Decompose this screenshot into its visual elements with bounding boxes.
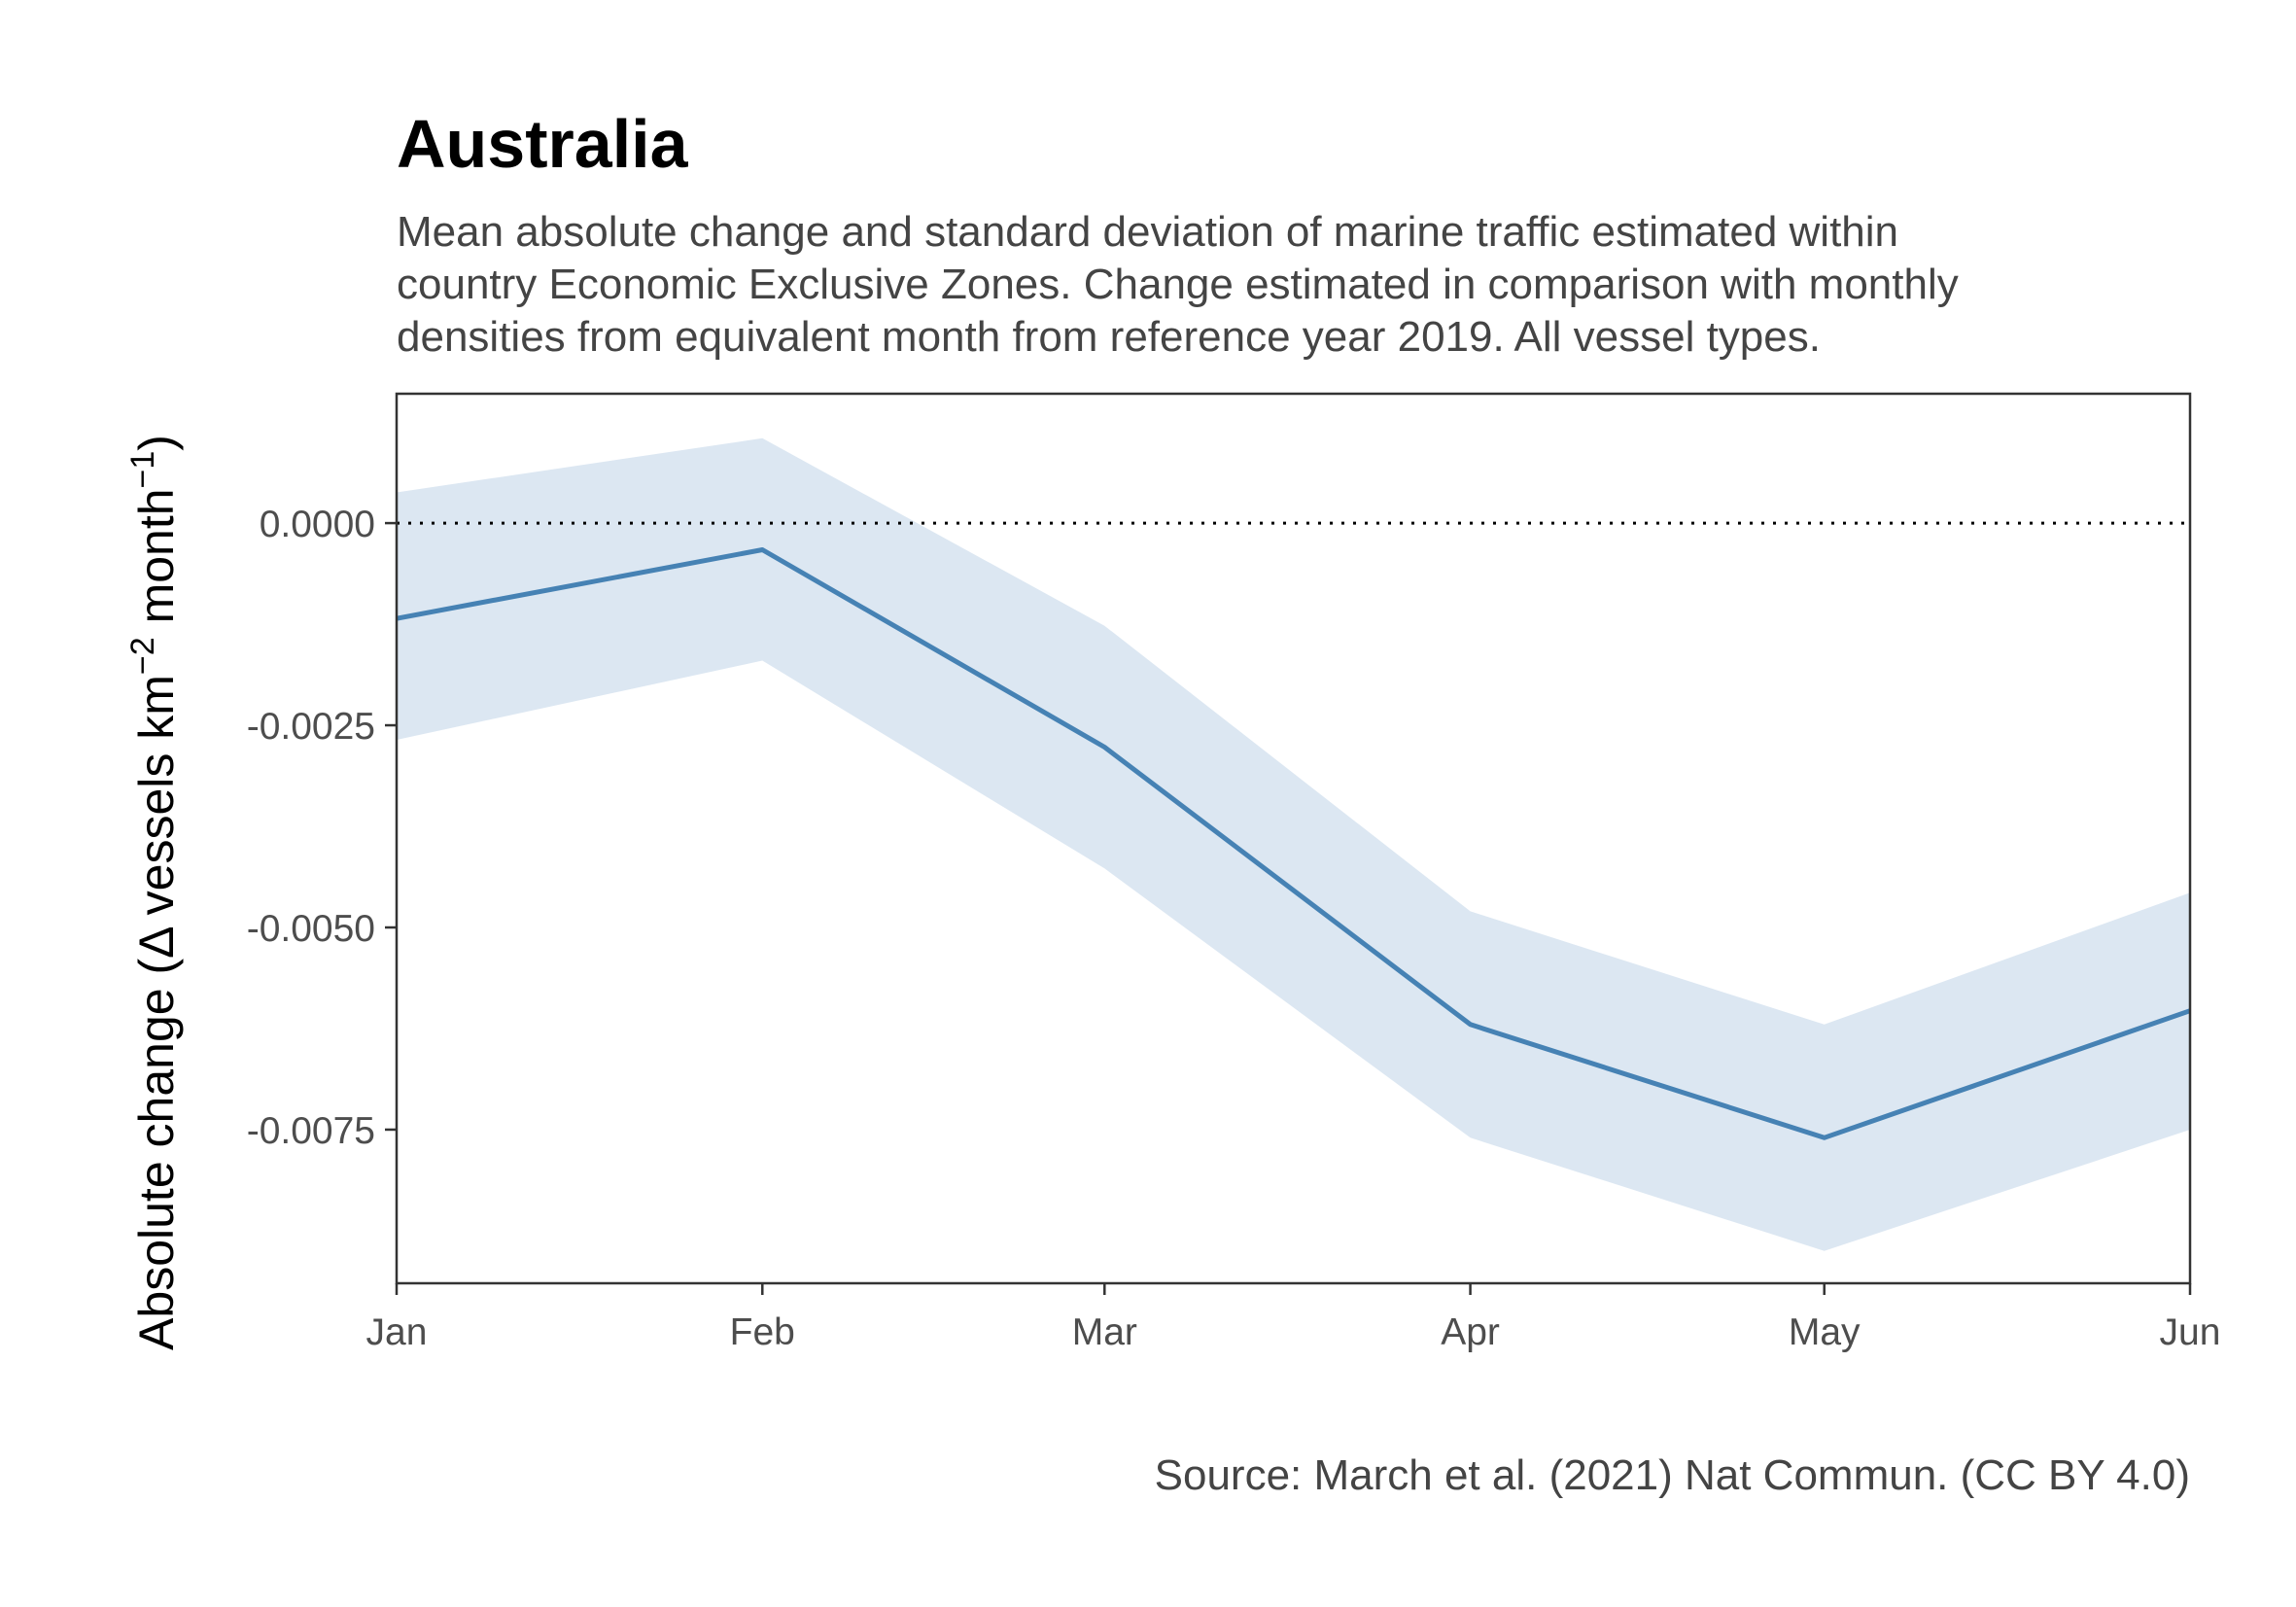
- plot-border: [395, 392, 2192, 1285]
- plot-area: 0.0000 -0.0025 -0.0050 -0.0075 Jan Feb Mar Apr M…: [247, 392, 2221, 1353]
- y-tick-label: -0.0075: [247, 1110, 375, 1152]
- x-tick-label: Apr: [1441, 1311, 1500, 1353]
- ylabel-sup-1: −2: [124, 637, 161, 675]
- chart-caption: Source: March et al. (2021) Nat Commun. …: [1155, 1451, 2190, 1499]
- ylabel-sup-2: −1: [124, 451, 161, 489]
- chart-title: Australia: [397, 106, 689, 182]
- x-tick-label: Feb: [730, 1311, 795, 1353]
- ylabel-delta: Δ: [129, 927, 184, 959]
- mean-line: [396, 547, 2191, 1140]
- subtitle-line-3: densities from equivalent month from ref…: [397, 313, 1821, 361]
- x-tick-label: Mar: [1072, 1311, 1137, 1353]
- x-tick-label: Jan: [366, 1311, 428, 1353]
- y-tick-label: -0.0025: [247, 706, 375, 748]
- subtitle-line-2: country Economic Exclusive Zones. Change…: [397, 261, 1959, 308]
- x-tick-label: Jun: [2160, 1311, 2221, 1353]
- y-tick-label: 0.0000: [260, 504, 375, 545]
- ylabel-text-2: month: [129, 488, 184, 637]
- subtitle-line-1: Mean absolute change and standard deviat…: [397, 208, 1898, 256]
- y-tick-label: -0.0050: [247, 908, 375, 950]
- ylabel-prefix: Absolute change (: [129, 959, 184, 1350]
- x-tick-label: May: [1789, 1311, 1861, 1353]
- ylabel-suffix: ): [129, 435, 184, 451]
- sd-ribbon: [397, 437, 2190, 1251]
- y-axis-label: Absolute change (Δ vessels km−2 month−1): [124, 435, 184, 1350]
- chart-subtitle: Mean absolute change and standard deviat…: [397, 208, 1959, 361]
- ylabel-text-1: vessels km: [129, 675, 184, 928]
